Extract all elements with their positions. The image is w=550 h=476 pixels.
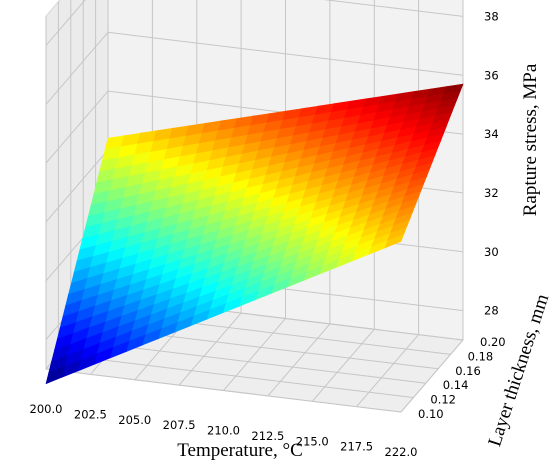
z-tick-label: 28 [484,304,499,318]
z-tick-label: 38 [484,9,499,23]
x-tick-label: 217.5 [340,440,373,454]
x-tick-label: 202.5 [74,407,107,421]
tick-labels: 200.0 202.5 205.0 207.5 210.0 212.5 215.0 217.5… [30,9,506,459]
y-tick-label: 0.18 [468,349,494,363]
x-tick-label: 200.0 [30,402,63,416]
x-tick-label: 207.5 [163,418,196,432]
x-tick-label: 212.5 [251,429,284,443]
y-tick-label: 0.16 [455,364,481,378]
grid-line-z [45,0,464,46]
surface-patch [384,233,405,249]
z-axis-title: Rapture stress, MPa [520,63,541,216]
y-tick-label: 0.10 [418,407,444,421]
x-axis-title: Temperature, °C [177,440,303,461]
x-tick-label: 215.0 [296,434,329,448]
y-tick-label: 0.14 [443,378,469,392]
y-tick-label: 0.20 [480,335,506,349]
grid-line-y [45,16,402,413]
grid-line-z [45,31,464,105]
z-tick-label: 36 [484,68,499,82]
x-tick-label: 222.0 [385,445,418,459]
y-tick-label: 0.12 [430,393,456,407]
z-tick-label: 32 [484,186,499,200]
z-tick-label: 34 [484,127,499,141]
x-tick-label: 210.0 [207,424,240,438]
x-tick-label: 205.0 [118,413,151,427]
z-tick-label: 30 [484,245,499,259]
surface-plot [45,83,464,385]
